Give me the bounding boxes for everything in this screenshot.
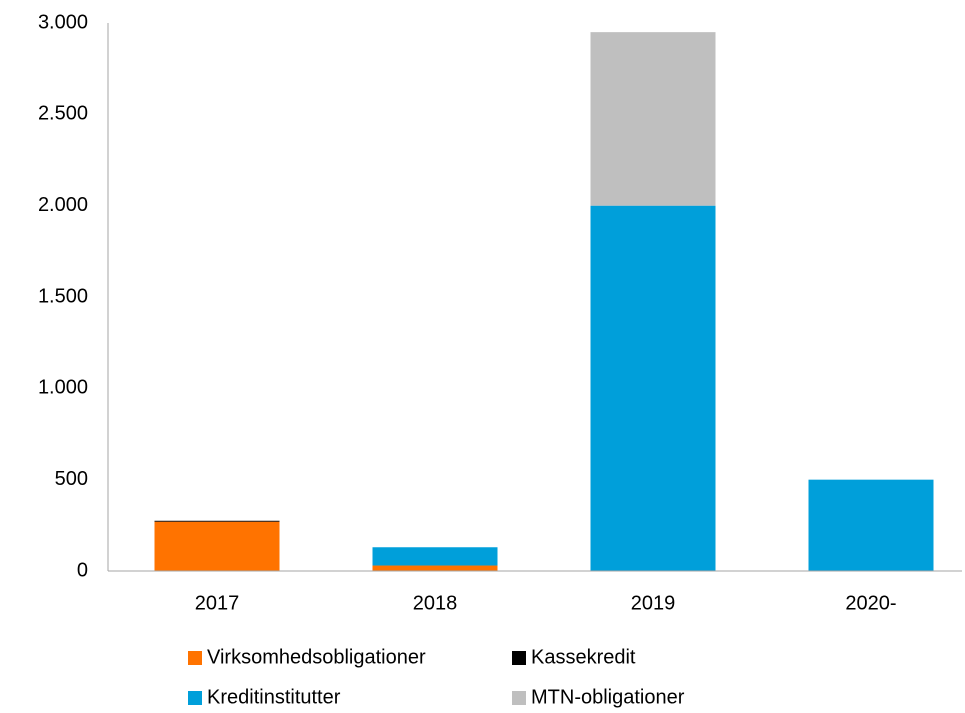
legend-swatch [188,651,202,665]
y-tick-label: 2.500 [38,103,88,125]
bar-segment [154,520,280,522]
x-tick-label: 2019 [631,592,676,614]
legend-label: MTN-obligationer [531,686,685,708]
bar-segment [590,32,716,206]
bar-segment [590,205,716,571]
bar-segment [808,479,934,571]
legend-swatch [188,691,202,705]
legend-swatch [512,651,526,665]
x-tick-label: 2017 [195,592,240,614]
bar-segment [372,547,498,566]
y-tick-label: 0 [77,559,88,581]
y-tick-label: 3.000 [38,11,88,33]
x-tick-label: 2018 [413,592,458,614]
y-tick-label: 500 [55,468,88,490]
legend-label: Virksomhedsobligationer [207,646,426,668]
x-tick-label: 2020- [845,592,896,614]
y-tick-label: 2.000 [38,194,88,216]
bar-segment [372,565,498,571]
y-tick-label: 1.500 [38,285,88,307]
legend-swatch [512,691,526,705]
legend-label: Kreditinstitutter [207,686,341,708]
bar-segment [154,521,280,571]
legend-label: Kassekredit [531,646,636,668]
y-tick-label: 1.000 [38,377,88,399]
